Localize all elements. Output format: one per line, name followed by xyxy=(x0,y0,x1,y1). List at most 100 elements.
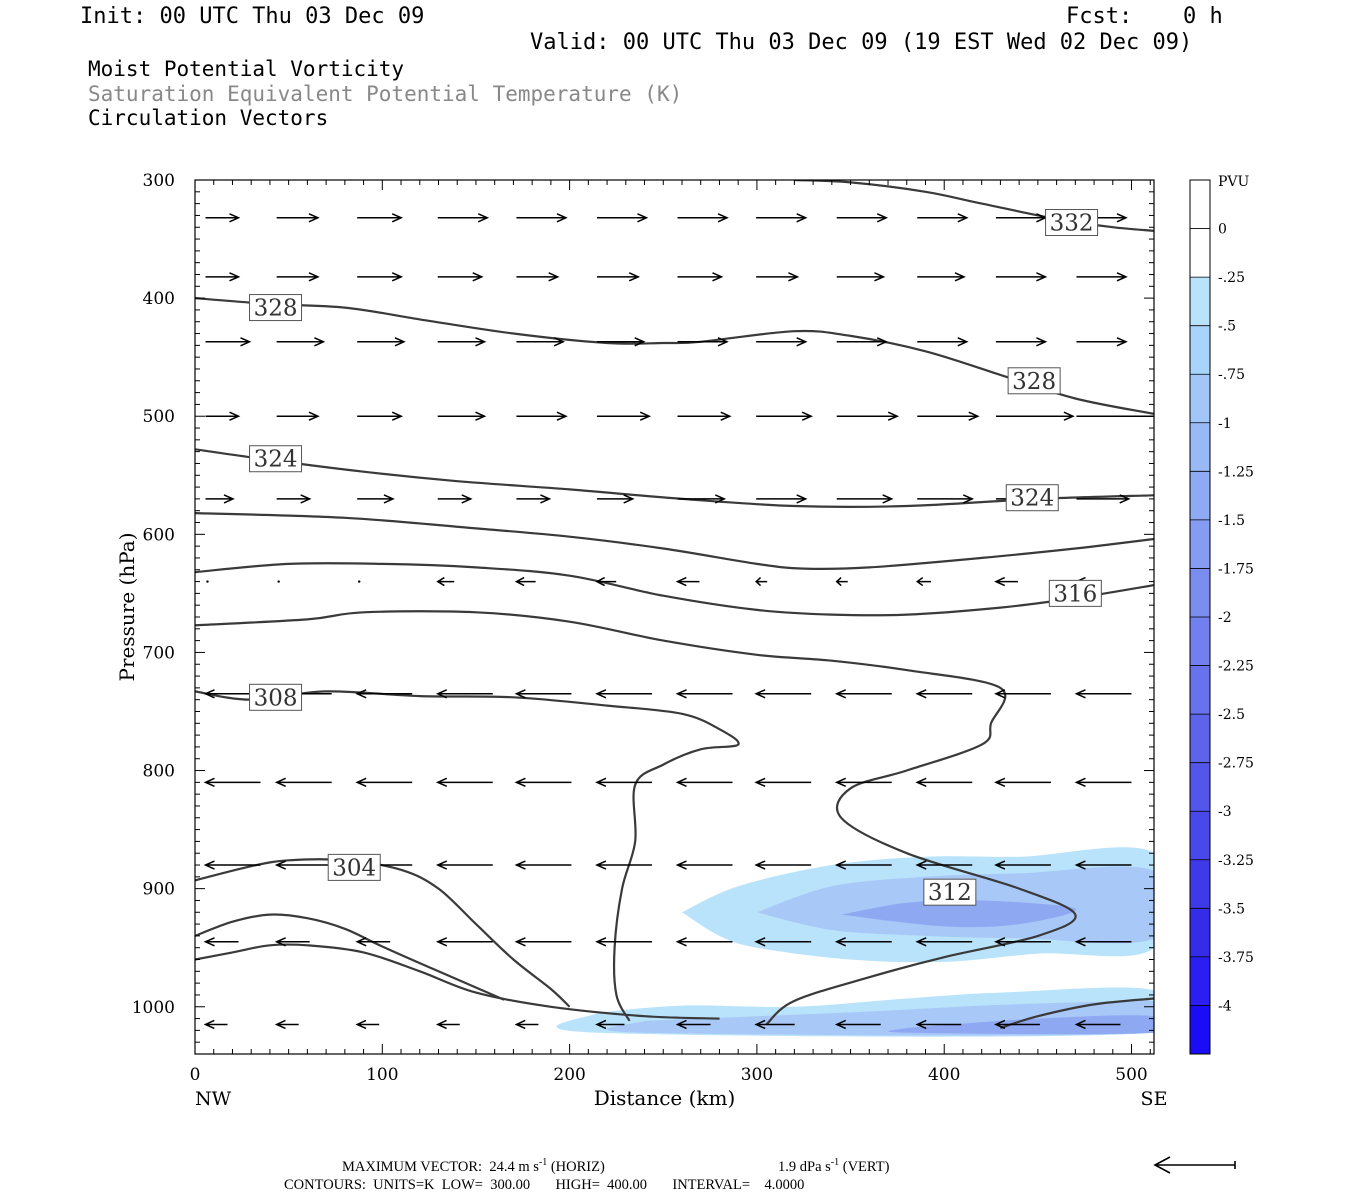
colorbar-label: -3 xyxy=(1218,804,1232,820)
circulation-vector xyxy=(834,777,892,788)
valid-time: Valid: 00 UTC Thu 03 Dec 09 (19 EST Wed … xyxy=(530,30,1193,55)
circulation-vector xyxy=(595,937,652,947)
y-tick-label: 400 xyxy=(143,289,175,309)
circulation-vector xyxy=(756,272,800,282)
circulation-vector xyxy=(1074,937,1132,947)
pv-shade-2 xyxy=(841,900,1076,928)
circulation-vector xyxy=(995,213,1048,223)
circulation-vector xyxy=(994,576,1018,587)
contour-label: 304 xyxy=(327,853,381,881)
contour-label-box xyxy=(1005,484,1059,512)
theta-contour-13 xyxy=(1000,997,1154,1030)
theta-contour-11 xyxy=(195,913,505,1001)
theta-contour-12 xyxy=(195,943,720,1020)
circulation-vector xyxy=(276,411,320,421)
circulation-vector xyxy=(516,213,568,223)
circulation-vector xyxy=(514,1019,539,1030)
vert-tag: (VERT) xyxy=(842,1158,890,1175)
vert-exponent: -1 xyxy=(830,1157,840,1168)
circulation-vector xyxy=(1074,689,1132,699)
contour-label: 324 xyxy=(249,445,303,473)
y-axis-title: Pressure (hPa) xyxy=(115,533,139,682)
forecast-hour: 0 h xyxy=(1183,4,1223,29)
title-theta-es: Saturation Equivalent Potential Temperat… xyxy=(88,82,683,106)
contour-info: CONTOURS: UNITS=K LOW= 300.00 HIGH= 400.… xyxy=(284,1177,805,1193)
colorbar-label: -2.25 xyxy=(1218,659,1254,675)
circulation-vector xyxy=(355,1019,380,1030)
contour-label-box xyxy=(327,853,381,881)
colorbar-swatch xyxy=(1190,422,1210,472)
circulation-vector xyxy=(355,937,391,947)
circulation-vector xyxy=(596,411,652,421)
circulation-vector xyxy=(836,272,886,282)
circulation-vector xyxy=(596,213,649,223)
circulation-vector xyxy=(514,777,572,788)
circulation-vector xyxy=(596,494,635,504)
colorbar-label: -2.75 xyxy=(1218,756,1254,772)
y-tick-label: 700 xyxy=(143,643,175,663)
circulation-vector xyxy=(834,937,892,947)
circulation-vector xyxy=(994,1019,1040,1030)
circulation-vector xyxy=(435,777,493,788)
colorbar-label: -1.75 xyxy=(1218,561,1254,577)
contour-label-text: 324 xyxy=(1010,486,1054,512)
circulation-vector xyxy=(995,337,1048,347)
circulation-vector xyxy=(276,213,320,223)
contour-label-text: 328 xyxy=(254,296,298,322)
circulation-vector xyxy=(677,213,729,223)
circulation-vector xyxy=(595,689,652,699)
circulation-vector xyxy=(756,411,814,421)
colorbar-swatch xyxy=(1190,374,1210,424)
circulation-vector xyxy=(756,337,808,347)
contour-label-text: 312 xyxy=(928,880,972,906)
horiz-tag: (HORIZ) xyxy=(550,1158,605,1175)
circulation-vector xyxy=(203,860,261,870)
circulation-vector xyxy=(436,576,455,587)
circulation-vector xyxy=(915,1019,962,1030)
circulation-vector xyxy=(437,272,484,282)
contour-label-text: 316 xyxy=(1053,581,1097,607)
circulation-vector xyxy=(677,494,727,504)
y-tick-label: 600 xyxy=(143,525,175,545)
circulation-vector xyxy=(995,272,1048,282)
colorbar-label: -3.5 xyxy=(1218,901,1245,917)
circulation-vector xyxy=(834,689,892,699)
y-tick-label: 300 xyxy=(143,171,175,191)
colorbar-units: PVU xyxy=(1218,174,1250,190)
circulation-vector xyxy=(834,860,892,870)
init-time: Init: 00 UTC Thu 03 Dec 09 xyxy=(80,4,425,29)
colorbar-label: -.25 xyxy=(1218,270,1245,286)
circulation-vector xyxy=(595,1019,625,1030)
circulation-vector xyxy=(514,576,536,587)
circulation-vector xyxy=(276,272,320,282)
x-end-label-right: SE xyxy=(1141,1088,1168,1110)
circulation-vector xyxy=(1074,777,1132,788)
colorbar-swatch xyxy=(1190,908,1210,958)
colorbar-swatch xyxy=(1190,956,1210,1006)
colorbar-label: -1.25 xyxy=(1218,464,1254,480)
colorbar-swatch xyxy=(1190,714,1210,764)
circulation-vector xyxy=(675,576,700,587)
circulation-vector xyxy=(675,1019,711,1030)
theta-contour-10 xyxy=(195,858,571,1008)
colorbar-swatch xyxy=(1190,277,1210,327)
x-end-label-left: NW xyxy=(195,1088,232,1110)
circulation-vector xyxy=(435,689,493,699)
title-vectors: Circulation Vectors xyxy=(88,106,329,130)
x-tick-label: 300 xyxy=(741,1065,773,1085)
circulation-vector xyxy=(203,777,261,788)
max-vector-caption: MAXIMUM VECTOR: 24.4 m s-1 (HORIZ) xyxy=(342,1157,605,1176)
contour-label-box xyxy=(1007,367,1061,395)
circulation-vector xyxy=(203,937,239,947)
circulation-vector xyxy=(675,777,733,788)
circulation-vector xyxy=(677,337,729,347)
title-mpv: Moist Potential Vorticity xyxy=(88,57,405,81)
circulation-vector xyxy=(835,577,848,587)
circulation-vector xyxy=(995,411,1075,421)
colorbar-label: -1.5 xyxy=(1218,513,1245,529)
contour-label: 324 xyxy=(1005,484,1059,512)
contour-label-box xyxy=(1048,579,1102,607)
circulation-vector xyxy=(205,213,241,223)
circulation-vector xyxy=(994,937,1051,947)
circulation-vector xyxy=(1074,860,1132,870)
